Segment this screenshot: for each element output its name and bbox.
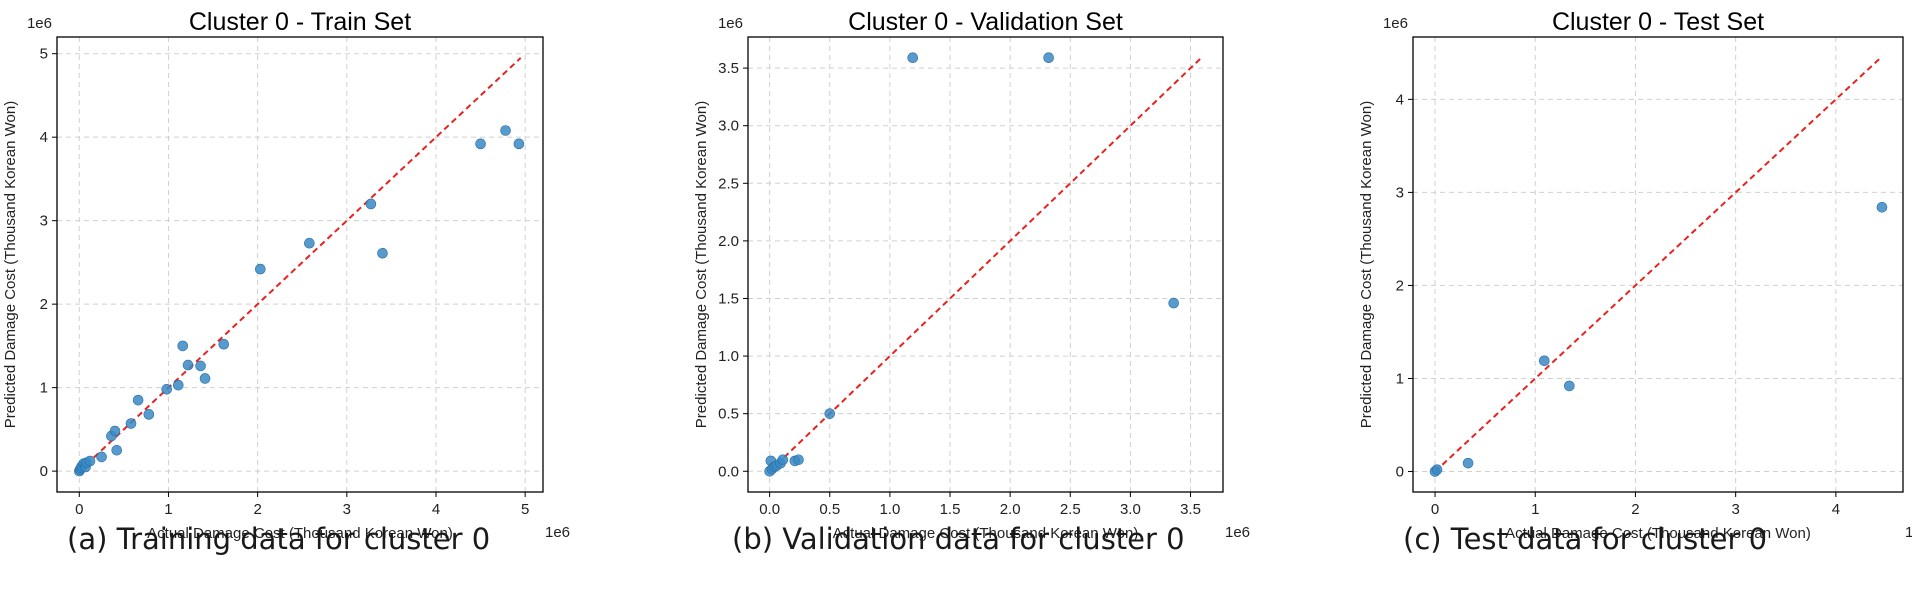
validation-xtick-label-6: 3.0 — [1120, 501, 1141, 518]
chart-validation: 0.0 0.5 1.0 1.5 2.0 2.5 3.0 3.5 0.0 0.5 1.0 1.5 2.0 2… — [693, 8, 1250, 542]
chart-panel-validation: 0.0 0.5 1.0 1.5 2.0 2.5 3.0 3.5 0.0 0.5 1.0 1.5 2.0 2… — [0, 0, 1250, 542]
test-point-2 — [1462, 457, 1474, 469]
train-ytick-label-4: 4 — [40, 129, 48, 146]
train-xtick-label-2: 2 — [253, 501, 261, 518]
test-ytick-label-1: 1 — [1396, 370, 1404, 387]
validation-xtick-label-2: 1.0 — [879, 501, 900, 518]
test-chart-title: Cluster 0 - Test Set — [1552, 8, 1764, 36]
train-point-22 — [255, 263, 266, 275]
train-ytick-label-0: 0 — [40, 463, 48, 480]
train-point-19 — [195, 360, 206, 372]
train-point-10 — [109, 425, 121, 437]
validation-ytick-label-5: 2.5 — [718, 175, 739, 192]
validation-ytick-label-6: 3.0 — [718, 118, 739, 135]
validation-y-axis-label: Predicted Damage Cost (Thousand Korean W… — [693, 101, 710, 428]
caption-test: (c) Test data for cluster 0 — [1403, 522, 1768, 556]
chart-train: 0 1 2 3 4 5 0 1 2 3 4 5 Cluster 0 - Train Set Actual … — [2, 8, 570, 542]
train-xtick-label-4: 4 — [432, 501, 440, 518]
validation-chart-title: Cluster 0 - Validation Set — [848, 8, 1123, 36]
test-axes-frame — [1412, 36, 1904, 493]
train-point-12 — [125, 418, 137, 429]
test-ytick-label-4: 4 — [1396, 91, 1404, 108]
train-point-15 — [161, 384, 172, 395]
validation-ytick-label-7: 3.5 — [718, 60, 739, 77]
train-point-23 — [304, 237, 315, 249]
validation-point-9 — [824, 408, 836, 419]
train-point-16 — [172, 379, 184, 391]
validation-ytick-label-0: 0.0 — [718, 463, 739, 480]
train-xtick-label-0: 0 — [75, 501, 83, 518]
train-point-13 — [132, 394, 144, 406]
train-point-18 — [182, 359, 194, 371]
chart-test: 0 1 2 3 4 0 1 2 3 4 Cluster 0 - Test Set Actual Dam… — [1358, 8, 1912, 542]
test-ytick-label-3: 3 — [1396, 184, 1404, 201]
train-point-14 — [143, 409, 155, 420]
train-ytick-label-1: 1 — [40, 380, 48, 397]
validation-point-12 — [1168, 297, 1179, 309]
train-point-7 — [84, 455, 96, 467]
train-point-28 — [513, 138, 525, 150]
test-ytick-label-0: 0 — [1396, 464, 1404, 481]
validation-y-offset-label: 1e6 — [718, 15, 743, 32]
test-xtick-label-2: 2 — [1631, 501, 1639, 518]
train-ytick-label-2: 2 — [40, 296, 48, 313]
validation-ytick-label-2: 1.0 — [718, 348, 739, 365]
train-point-26 — [475, 138, 486, 150]
validation-point-8 — [793, 454, 804, 466]
test-xtick-label-0: 0 — [1431, 501, 1439, 518]
validation-x-axis-label: Actual Damage Cost (Thousand Korean Won) — [833, 525, 1139, 542]
validation-point-10 — [907, 52, 919, 64]
test-reference-line — [1434, 56, 1882, 473]
validation-xtick-label-1: 0.5 — [819, 501, 840, 518]
train-y-offset-label: 1e6 — [27, 15, 52, 32]
train-point-8 — [96, 451, 107, 463]
test-xtick-label-3: 3 — [1731, 501, 1739, 518]
train-reference-line — [78, 57, 522, 472]
test-point-3 — [1538, 355, 1550, 367]
test-xtick-label-4: 4 — [1832, 501, 1840, 518]
validation-point-11 — [1043, 52, 1054, 64]
train-x-axis-label: Actual Damage Cost (Thousand Korean Won) — [147, 525, 453, 542]
test-point-4 — [1564, 380, 1575, 392]
validation-xtick-label-0: 0.0 — [759, 501, 780, 518]
train-xtick-label-5: 5 — [521, 501, 529, 518]
validation-ytick-label-4: 2.0 — [718, 233, 739, 250]
train-chart-title: Cluster 0 - Train Set — [189, 8, 411, 36]
test-y-axis-label: Predicted Damage Cost (Thousand Korean W… — [1358, 101, 1375, 428]
test-x-offset-label: 1e6 — [1905, 524, 1912, 541]
validation-x-offset-label: 1e6 — [1225, 524, 1250, 541]
validation-xtick-label-7: 3.5 — [1180, 501, 1201, 518]
train-ytick-label-3: 3 — [40, 213, 48, 230]
train-point-21 — [218, 338, 230, 350]
train-point-25 — [377, 247, 388, 259]
validation-axes-frame — [747, 36, 1224, 493]
train-point-27 — [500, 125, 511, 136]
chart-panel-test: 0 1 2 3 4 0 1 2 3 4 Cluster 0 - Test Set Actual Dam… — [0, 0, 1912, 542]
train-point-17 — [177, 340, 189, 352]
train-point-24 — [365, 198, 377, 210]
train-axes-frame — [56, 36, 544, 493]
validation-point-6 — [777, 454, 789, 466]
train-xtick-label-3: 3 — [343, 501, 351, 518]
train-ytick-label-5: 5 — [40, 46, 48, 63]
validation-ytick-label-3: 1.5 — [718, 290, 739, 307]
test-y-offset-label: 1e6 — [1383, 15, 1408, 32]
validation-xtick-label-3: 1.5 — [940, 501, 961, 518]
test-point-1 — [1431, 464, 1443, 475]
train-x-offset-label: 1e6 — [545, 524, 570, 541]
caption-train: (a) Training data for cluster 0 — [67, 522, 491, 556]
train-xtick-label-1: 1 — [164, 501, 172, 518]
chart-panel-train: 0 1 2 3 4 5 0 1 2 3 4 5 Cluster 0 - Train Set Actual … — [0, 0, 640, 542]
test-ytick-label-2: 2 — [1396, 277, 1404, 294]
test-xtick-label-1: 1 — [1531, 501, 1539, 518]
train-point-11 — [111, 444, 123, 456]
test-point-5 — [1876, 201, 1888, 213]
train-y-axis-label: Predicted Damage Cost (Thousand Korean W… — [2, 101, 19, 428]
train-point-20 — [199, 373, 211, 384]
test-x-axis-label: Actual Damage Cost (Thousand Korean Won) — [1505, 525, 1811, 542]
validation-xtick-label-4: 2.0 — [1000, 501, 1021, 518]
validation-ytick-label-1: 0.5 — [718, 406, 739, 423]
validation-xtick-label-5: 2.5 — [1060, 501, 1081, 518]
caption-validation: (b) Validation data for cluster 0 — [732, 522, 1185, 556]
